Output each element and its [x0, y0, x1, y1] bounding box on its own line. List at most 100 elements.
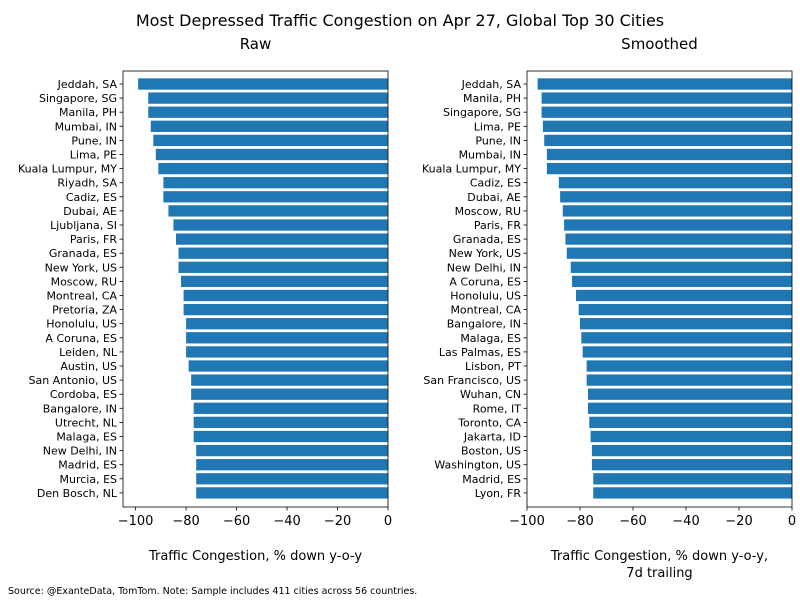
chart2-ytick-label: Las Palmas, ES	[439, 346, 521, 359]
chart2-bar-madrid-es	[593, 473, 792, 485]
chart2-ytick-label: Manila, PH	[463, 92, 521, 105]
chart1-ytick-label: Kuala Lumpur, MY	[18, 163, 117, 176]
chart2-ytick-label: Lyon, FR	[475, 487, 522, 500]
chart2-ytick-label: Jeddah, SA	[461, 78, 522, 91]
chart2-ytick-label: San Francisco, US	[423, 374, 521, 387]
chart1-ytick-label: Madrid, ES	[58, 459, 117, 472]
chart2-ytick-label: Kuala Lumpur, MY	[422, 163, 521, 176]
chart1-ytick-label: Lima, PE	[70, 149, 117, 162]
chart2-ytick-label: Granada, ES	[453, 233, 521, 246]
chart2-bar-a-coruna-es	[572, 275, 792, 288]
chart1-bar-riyadh-sa	[163, 177, 388, 189]
chart1-bar-mumbai-in	[150, 120, 388, 132]
chart1-ytick-label: New York, US	[45, 261, 117, 274]
chart2-bar-dubai-ae	[560, 191, 793, 203]
chart2-ytick-label: Washington, US	[434, 459, 521, 472]
chart2-title: Smoothed	[621, 35, 698, 53]
chart1-bar-manila-ph	[148, 106, 388, 118]
chart1-ytick-label: Utrecht, NL	[55, 416, 118, 429]
chart1-bar-cordoba-es	[191, 388, 388, 400]
chart1-xtick-label: −40	[273, 514, 300, 529]
chart2-ytick-label: Malaga, ES	[460, 332, 521, 345]
chart1-bar-kuala-lumpur-my	[158, 162, 388, 175]
chart1-bar-ljubljana-si	[173, 219, 388, 231]
chart1-bar-cadiz-es	[163, 191, 388, 203]
chart1-ytick-label: Leiden, NL	[59, 346, 118, 359]
chart1-ytick-label: New Delhi, IN	[43, 445, 117, 458]
chart1-bar-montreal-ca	[183, 289, 388, 302]
chart2-ytick-label: Pune, IN	[475, 134, 521, 147]
chart2-ytick-label: Paris, FR	[474, 219, 522, 232]
chart1-bar-bangalore-in	[193, 402, 388, 414]
source-note: Source: @ExanteData, TomTom. Note: Sampl…	[8, 586, 417, 597]
chart2-bar-kuala-lumpur-my	[546, 162, 793, 175]
chart1-xtick-label: −20	[324, 514, 351, 529]
chart1-ytick-label: Montreal, CA	[46, 290, 117, 303]
chart1-ytick-label: Granada, ES	[49, 247, 117, 260]
chart2-ytick-label: Bangalore, IN	[447, 318, 521, 331]
chart2-xtick-label: −60	[619, 514, 646, 529]
chart1-bar-lima-pe	[155, 148, 388, 161]
chart2-bar-las-palmas-es	[582, 346, 792, 358]
chart2-xlabel: Traffic Congestion, % down y-o-y,	[550, 549, 768, 564]
chart2-xtick-label: −20	[725, 514, 752, 529]
chart2-ytick-label: New York, US	[449, 247, 521, 260]
chart1-bar-jeddah-sa	[138, 78, 388, 90]
chart1-bar-singapore-sg	[148, 92, 388, 104]
chart2-ytick-label: Madrid, ES	[462, 473, 521, 486]
chart1-bar-dubai-ae	[168, 205, 388, 217]
chart1-ytick-label: Riyadh, SA	[57, 177, 117, 190]
chart2-xtick-label: −80	[566, 514, 593, 529]
chart2-ytick-label: Jakarta, ID	[463, 431, 521, 444]
chart2-bar-san-francisco-us	[586, 374, 793, 386]
chart2-bar-lisbon-pt	[586, 360, 793, 372]
chart2-bar-lima-pe	[542, 120, 792, 132]
chart2-ytick-label: Dubai, AE	[467, 191, 521, 204]
chart1-ytick-label: San Antonio, US	[28, 374, 117, 387]
chart1-bar-moscow-ru	[181, 275, 388, 288]
chart2-bar-honolulu-us	[576, 289, 792, 302]
chart1-bar-honolulu-us	[186, 318, 388, 330]
chart1-xtick-label: −60	[223, 514, 250, 529]
chart2-ytick-label: Wuhan, CN	[460, 388, 521, 401]
chart2-ytick-label: Toronto, CA	[457, 416, 521, 429]
chart2-ytick-label: Rome, IT	[473, 402, 522, 415]
chart1-xlabel: Traffic Congestion, % down y-o-y	[148, 549, 362, 564]
chart2-bar-malaga-es	[581, 332, 792, 344]
chart2-bar-bangalore-in	[580, 318, 792, 330]
chart1-bar-murcia-es	[196, 473, 388, 485]
chart2-ytick-label: New Delhi, IN	[447, 261, 521, 274]
chart2-ytick-label: Boston, US	[461, 445, 521, 458]
chart2-xtick-label: 0	[788, 514, 796, 529]
chart1-ytick-label: Austin, US	[60, 360, 117, 373]
chart1-bar-utrecht-nl	[193, 416, 388, 429]
chart1-ytick-label: Honolulu, US	[46, 318, 117, 331]
chart2-ytick-label: Moscow, RU	[455, 205, 521, 218]
chart2-xtick-label: −100	[509, 514, 545, 529]
chart2-bar-boston-us	[591, 444, 792, 457]
chart1-ytick-label: Jeddah, SA	[57, 78, 118, 91]
chart1-axes-frame	[122, 70, 389, 508]
chart1-ytick-label: Mumbai, IN	[55, 120, 117, 133]
chart1-xtick-label: −100	[118, 514, 154, 529]
figure-title: Most Depressed Traffic Congestion on Apr…	[136, 11, 664, 30]
chart2-ytick-label: Honolulu, US	[450, 290, 521, 303]
chart1-xtick-label: −80	[172, 514, 199, 529]
chart1-ytick-label: Bangalore, IN	[43, 402, 117, 415]
chart1-ytick-label: A Coruna, ES	[45, 332, 117, 345]
chart2-ytick-label: Lima, PE	[474, 120, 521, 133]
chart2-ytick-label: Singapore, SG	[443, 106, 521, 119]
chart1-ytick-label: Murcia, ES	[59, 473, 117, 486]
chart2-xlabel-line2: 7d trailing	[626, 566, 692, 581]
chart1-ytick-label: Malaga, ES	[56, 431, 117, 444]
chart1-ytick-label: Pretoria, ZA	[52, 304, 117, 317]
chart2-axes-frame	[526, 70, 793, 508]
chart1-bar-a-coruna-es	[186, 332, 388, 344]
chart1-bar-san-antonio-us	[191, 374, 388, 386]
chart1-ytick-label: Pune, IN	[71, 134, 117, 147]
chart1-ytick-label: Cordoba, ES	[50, 388, 117, 401]
chart1-ytick-label: Singapore, SG	[39, 92, 117, 105]
chart2-bar-new-delhi-in	[570, 261, 792, 273]
